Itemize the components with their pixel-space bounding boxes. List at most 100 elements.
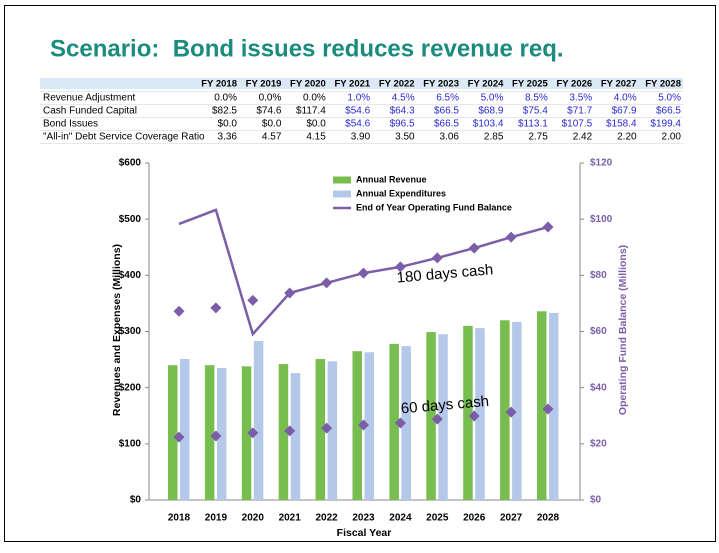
table-cell: $66.5	[434, 119, 459, 130]
bar	[204, 365, 215, 500]
table-cell: 0.0%	[259, 93, 282, 104]
marker	[542, 403, 554, 415]
table-cell: 2.42	[573, 132, 593, 143]
marker	[431, 413, 443, 425]
bar	[549, 312, 559, 500]
marker	[284, 425, 296, 437]
table-cell: 6.5%	[436, 93, 459, 104]
slide-title: Scenario: Bond issues reduces revenue re…	[50, 35, 564, 62]
table-cell: $66.5	[434, 106, 459, 117]
y2-tick-label: $100	[590, 214, 613, 225]
table-cell: 3.50	[395, 132, 415, 143]
bar	[315, 359, 326, 500]
marker	[431, 252, 443, 264]
table-cell: $54.6	[345, 106, 370, 117]
x-tick-label: 2023	[352, 513, 375, 524]
row-label: Bond Issues	[43, 119, 98, 130]
marker	[358, 419, 369, 431]
table-cell: 5.0%	[481, 93, 504, 104]
table-cell: $117.4	[296, 106, 326, 117]
marker	[542, 221, 554, 233]
y2-tick-label: $0	[590, 495, 602, 506]
table-cell: 3.06	[440, 132, 460, 143]
table-cell: $199.4	[650, 119, 681, 130]
marker	[210, 430, 222, 442]
y2-axis-title: Operating Fund Balance (Millions)	[617, 245, 629, 415]
row-label: "All-in" Debt Service Coverage Ratio	[43, 132, 205, 143]
table-cell: $96.5	[390, 119, 415, 130]
marker	[247, 294, 259, 306]
column-header: FY 2022	[379, 79, 415, 90]
chart: $0 $100 $200 $300 $400 $500 $600 $0 $20 $40 $60 $80…	[111, 158, 629, 539]
bar	[500, 320, 510, 500]
table-cell: $66.5	[656, 106, 681, 117]
marker	[321, 277, 333, 289]
row-label: Revenue Adjustment	[43, 93, 136, 104]
bar	[364, 352, 374, 500]
table-cell: 0.0%	[214, 93, 237, 104]
marker	[394, 261, 406, 273]
bar	[241, 366, 252, 500]
table-cell: 3.5%	[569, 93, 592, 104]
marker	[321, 422, 333, 434]
table-cell: $0.0	[262, 119, 282, 130]
bar	[537, 311, 547, 500]
table-cell: $0.0	[306, 119, 326, 130]
column-header: FY 2023	[423, 79, 459, 90]
y-tick-label: $500	[119, 214, 142, 225]
marker	[247, 427, 259, 439]
table-cell: $75.4	[523, 106, 548, 117]
marker	[284, 287, 296, 299]
y2-tick-label: $60	[590, 326, 607, 337]
table-cell: $0.0	[218, 119, 238, 130]
bar	[475, 328, 485, 500]
marker	[173, 305, 185, 317]
table-cell: 5.0%	[658, 93, 681, 104]
x-tick-label: 2018	[168, 513, 191, 524]
marker	[468, 410, 480, 422]
marker	[505, 231, 517, 243]
y2-tick-label: $20	[590, 438, 607, 449]
bar	[180, 359, 190, 500]
table-cell: 4.57	[262, 132, 282, 143]
y-axis-title: Revenues and Expenses (Millions)	[111, 244, 123, 416]
bar	[278, 364, 289, 500]
table-cell: 2.75	[528, 132, 548, 143]
table-cell: $103.4	[473, 119, 504, 130]
table-cell: $68.9	[478, 106, 503, 117]
row-label: Cash Funded Capital	[43, 106, 137, 117]
x-tick-label: 2021	[279, 513, 302, 524]
table-cell: $158.4	[606, 119, 637, 130]
table-cell: 4.0%	[614, 93, 637, 104]
y-tick-label: $200	[119, 382, 142, 393]
table-cell: $74.6	[256, 106, 281, 117]
y-tick-label: $400	[119, 270, 142, 281]
bar	[463, 325, 473, 500]
marker	[505, 406, 517, 418]
bar	[401, 346, 411, 500]
legend-label: End of Year Operating Fund Balance	[356, 202, 512, 212]
table-cell: 2.00	[662, 132, 682, 143]
x-tick-label: 2026	[463, 513, 486, 524]
table-cell: 2.20	[617, 132, 637, 143]
table-cell: $113.1	[518, 119, 548, 130]
marker	[358, 267, 369, 279]
column-header: FY 2021	[334, 79, 370, 90]
legend-swatch	[333, 176, 351, 184]
column-header: FY 2018	[201, 79, 237, 90]
table-cell: $67.9	[612, 106, 637, 117]
y2-tick-label: $120	[590, 158, 613, 169]
table-cell: $71.7	[567, 106, 592, 117]
x-tick-label: 2024	[389, 513, 412, 524]
table-header-bg	[40, 78, 683, 89]
table-cell: 0.0%	[303, 93, 326, 104]
x-tick-label: 2028	[537, 513, 560, 524]
table-cell: $54.6	[345, 119, 370, 130]
marker	[394, 417, 406, 429]
bar	[216, 368, 227, 500]
bar	[352, 351, 362, 500]
bar	[253, 341, 264, 500]
bar	[290, 373, 301, 500]
